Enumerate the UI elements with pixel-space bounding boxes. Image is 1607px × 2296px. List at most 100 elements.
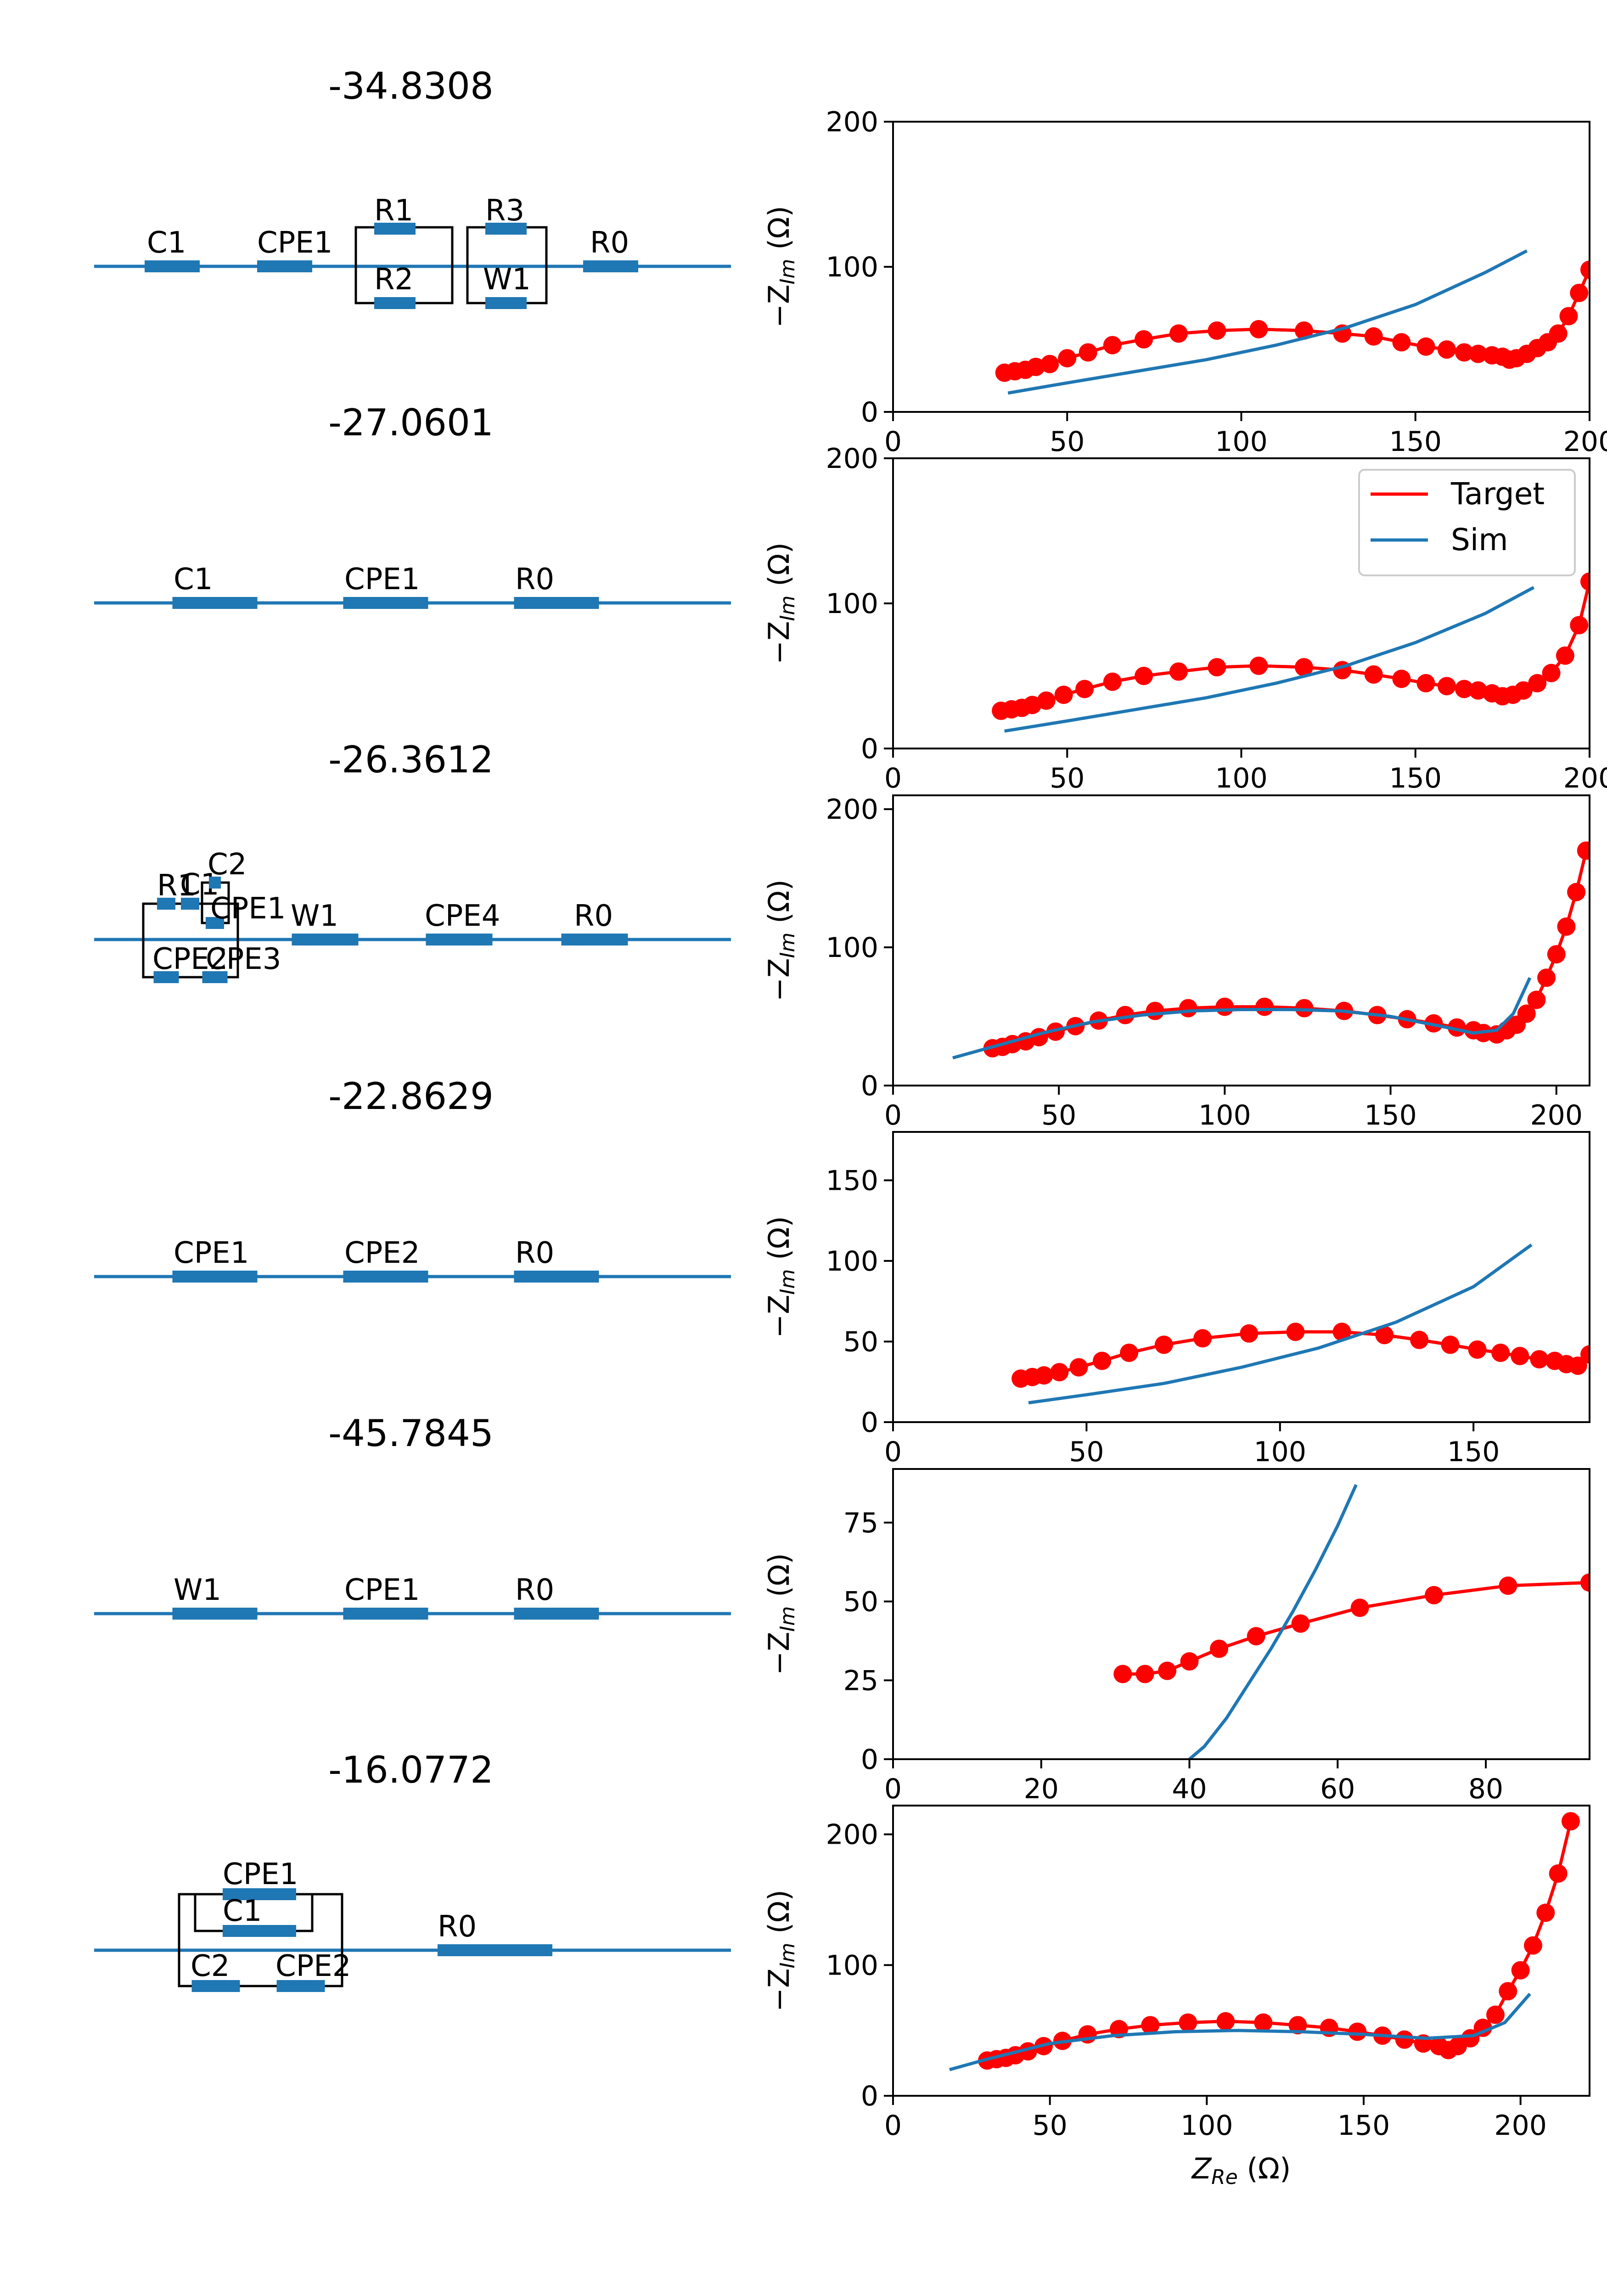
target-point — [1562, 1812, 1580, 1831]
target-point — [1247, 1627, 1265, 1646]
component-r3 — [485, 223, 527, 235]
legend-label-sim: Sim — [1451, 522, 1508, 557]
nyquist-plot: 0 50 100 150 200 0 100 200 −ZIm (Ω) ZRe (Ω) — [762, 1805, 1590, 2189]
target-point — [1146, 1002, 1164, 1020]
target-point — [1517, 1004, 1536, 1023]
x-tick-label: 150 — [1364, 1099, 1417, 1131]
target-point — [1135, 330, 1153, 349]
component-label: CPE1 — [174, 1236, 249, 1270]
target-point — [1547, 945, 1566, 964]
component-label: W1 — [483, 263, 531, 297]
target-point — [1511, 1347, 1529, 1366]
target-point — [1093, 1351, 1112, 1370]
y-tick-label: 75 — [843, 1507, 878, 1539]
target-point — [1240, 1324, 1259, 1343]
target-point — [1392, 333, 1411, 352]
target-point — [1395, 2030, 1414, 2049]
target-point — [1410, 1330, 1429, 1349]
target-point — [1210, 1639, 1229, 1658]
target-point — [1249, 656, 1268, 675]
y-tick-label: 0 — [861, 1407, 878, 1439]
component-label: CPE1 — [210, 892, 286, 926]
target-point — [1116, 1006, 1135, 1024]
x-tick-label: 100 — [1215, 762, 1268, 794]
target-point — [1079, 343, 1097, 362]
target-point — [1438, 677, 1456, 696]
y-tick-label: 200 — [826, 793, 878, 826]
component-cpe1 — [257, 260, 312, 272]
target-point — [1425, 1586, 1444, 1604]
component-c1 — [145, 260, 200, 272]
target-point — [1392, 670, 1411, 688]
target-point — [1556, 646, 1574, 665]
series-target-line — [992, 850, 1588, 1050]
target-point — [1332, 1322, 1351, 1341]
target-point — [1348, 2022, 1367, 2041]
y-tick-label: 100 — [826, 1949, 878, 1981]
series-sim-line — [952, 977, 1532, 1060]
x-tick-label: 80 — [1468, 1773, 1503, 1805]
target-point — [1026, 358, 1045, 377]
target-point — [1416, 674, 1435, 692]
legend-box — [1358, 469, 1576, 576]
y-axis-label: −ZIm (Ω) — [762, 542, 799, 664]
y-tick-label: 0 — [861, 1070, 878, 1102]
x-tick-label: 50 — [1050, 426, 1084, 458]
axes-frame — [892, 1468, 1590, 1760]
component-label: CPE3 — [206, 942, 281, 976]
target-point — [1120, 1344, 1139, 1362]
component-r0 — [561, 934, 628, 945]
target-point — [1549, 1864, 1568, 1883]
target-point — [1037, 691, 1056, 710]
component-label: CPE2 — [275, 1949, 351, 1983]
component-r0 — [514, 597, 599, 609]
target-point — [1291, 1614, 1310, 1633]
y-axis-label: −ZIm (Ω) — [762, 1553, 799, 1675]
target-point — [1577, 841, 1590, 860]
target-point — [1468, 1340, 1487, 1359]
component-c1 — [181, 898, 199, 910]
target-point — [1580, 1573, 1590, 1592]
target-point — [1542, 664, 1561, 682]
y-tick-label: 200 — [826, 1819, 878, 1851]
target-point — [1050, 1363, 1069, 1382]
x-tick-label: 50 — [1032, 2110, 1067, 2142]
target-point — [1295, 658, 1314, 677]
component-label: R0 — [515, 563, 554, 597]
component-label: C2 — [208, 848, 247, 882]
component-cpe2 — [276, 1980, 325, 1992]
x-tick-label: 0 — [884, 2110, 902, 2142]
plot-area — [1113, 1484, 1590, 1759]
y-axis-label: −ZIm (Ω) — [762, 206, 799, 328]
row-4: -22.8629 CPE1 CPE2 R0 0 50 100 150 0 50 100 150 −ZIm… — [94, 1075, 1590, 1468]
component-cpe2 — [153, 971, 179, 983]
target-point — [1295, 321, 1314, 340]
circuit-diagram: W1 CPE1 R0 — [94, 1573, 731, 1620]
target-point — [1441, 1335, 1460, 1354]
component-w1 — [172, 1608, 258, 1620]
component-r1 — [157, 898, 175, 910]
target-point — [1364, 665, 1383, 684]
target-point — [1567, 883, 1586, 901]
x-tick-label: 20 — [1024, 1773, 1059, 1805]
component-cpe1 — [223, 1888, 296, 1900]
x-tick-label: 0 — [884, 1773, 902, 1805]
component-r2 — [374, 297, 416, 309]
plot-area — [1011, 1243, 1590, 1405]
component-r0 — [514, 1271, 599, 1283]
component-w1 — [485, 297, 527, 309]
series-sim-line — [1004, 586, 1535, 733]
x-tick-label: 0 — [884, 1436, 902, 1468]
series-sim-line — [1007, 249, 1528, 395]
component-r0 — [583, 260, 638, 272]
target-point — [1528, 674, 1547, 692]
component-label: C1 — [174, 563, 213, 597]
legend-label-target: Target — [1450, 476, 1545, 512]
target-point — [1514, 681, 1533, 700]
target-point — [1557, 917, 1576, 936]
component-cpe1 — [206, 917, 224, 929]
target-point — [1135, 1665, 1154, 1683]
